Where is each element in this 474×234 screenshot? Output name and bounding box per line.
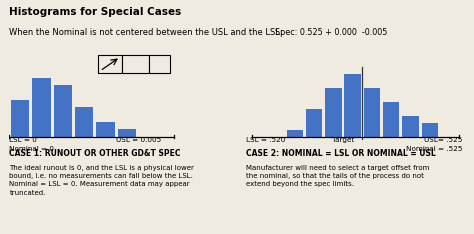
Bar (383, 102, 400, 137)
Bar (306, 109, 322, 137)
Bar (54, 85, 72, 137)
Bar (32, 78, 51, 137)
Text: CASE 1: RUNOUT OR OTHER GD&T SPEC: CASE 1: RUNOUT OR OTHER GD&T SPEC (9, 149, 181, 157)
Text: Manufacturer will need to select a target offset from
the nominal, so that the t: Manufacturer will need to select a targe… (246, 165, 430, 187)
Bar (286, 130, 303, 137)
Bar (325, 88, 341, 137)
Text: LSL = 0: LSL = 0 (9, 137, 37, 143)
Bar (11, 100, 29, 137)
Text: CASE 2: NOMINAL = LSL OR NOMINAL = USL: CASE 2: NOMINAL = LSL OR NOMINAL = USL (246, 149, 436, 157)
FancyBboxPatch shape (122, 55, 149, 73)
Text: Nominal = .525: Nominal = .525 (406, 146, 462, 152)
Bar (96, 122, 115, 137)
Text: When the Nominal is not centered between the USL and the LSL:: When the Nominal is not centered between… (9, 28, 283, 37)
Text: A: A (157, 59, 162, 68)
Text: LSL = .520: LSL = .520 (246, 137, 286, 143)
Text: Target: Target (332, 137, 355, 143)
Text: USL= .525: USL= .525 (424, 137, 462, 143)
Bar (345, 74, 361, 137)
Text: Histograms for Special Cases: Histograms for Special Cases (9, 7, 182, 17)
Bar (421, 123, 438, 137)
Bar (118, 129, 136, 137)
Text: Spec: 0.525 + 0.000  -0.005: Spec: 0.525 + 0.000 -0.005 (275, 28, 387, 37)
FancyBboxPatch shape (98, 55, 122, 73)
Text: The ideal runout is 0, and the LSL is a physical lower
bound, i.e. no measuremen: The ideal runout is 0, and the LSL is a … (9, 165, 194, 196)
Text: .005: .005 (127, 59, 144, 68)
Bar (402, 116, 419, 137)
Bar (364, 88, 380, 137)
Bar (75, 107, 93, 137)
Text: Nominal = 0: Nominal = 0 (9, 146, 55, 152)
Text: USL = 0.005: USL = 0.005 (116, 137, 161, 143)
FancyBboxPatch shape (149, 55, 170, 73)
